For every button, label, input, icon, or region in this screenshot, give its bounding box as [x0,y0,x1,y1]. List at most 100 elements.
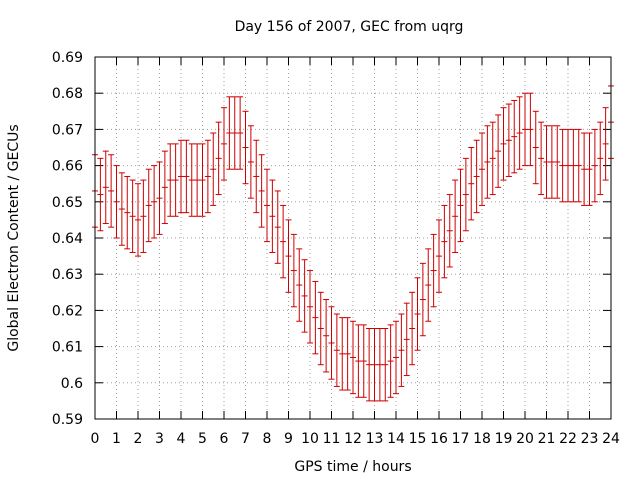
error-bar-point [441,204,448,279]
error-bar-point [581,132,588,206]
x-tick-label: 21 [538,431,556,447]
error-bar-point [269,179,276,253]
error-bar-point [237,96,244,170]
error-bar-point [532,110,539,185]
x-tick-label: 3 [155,431,164,447]
error-bar-point [393,320,399,395]
error-bar-point [462,157,469,232]
error-bar-point [452,179,459,253]
error-bar-point [500,107,507,181]
x-tick-label: 10 [301,431,319,447]
error-bar-point [468,147,475,221]
x-tick-label: 24 [602,431,620,447]
error-bar-point [403,302,410,377]
error-bar-point [538,121,545,196]
error-bar-point [382,328,389,402]
error-bar-point [516,96,523,170]
error-bar-point [457,168,464,243]
error-bar-point [258,154,265,228]
error-bar-point [323,299,330,373]
error-bar-point [199,143,206,217]
error-bar-point [414,277,421,351]
error-bar-point [188,143,195,217]
plot-area-frame [94,56,612,420]
x-tick-label: 22 [559,431,577,447]
error-bar-point [495,114,502,188]
x-tick-label: 6 [220,431,229,447]
y-tick-label: 0.66 [52,159,83,175]
error-bar-point [602,107,609,181]
error-bar-point [210,132,217,206]
error-bar-point [226,96,233,170]
error-bar-point [194,143,201,217]
y-tick-label: 0.59 [52,412,83,428]
x-tick-label: 14 [387,431,405,447]
x-tick-label: 11 [323,431,341,447]
x-tick-label: 15 [409,431,427,447]
error-bar-point [183,139,190,214]
error-bar-point [371,328,378,402]
error-bar-point [221,107,227,181]
error-bar-point [97,157,104,232]
x-tick-label: 8 [263,431,272,447]
error-bar-point [264,168,270,243]
x-tick-label: 7 [241,431,250,447]
error-bar-point [366,328,373,402]
error-bar-point [591,128,598,203]
x-tick-label: 1 [112,431,121,447]
error-bar-point [253,139,260,214]
error-bar-point [344,317,351,391]
x-tick-label: 4 [177,431,186,447]
error-bar-point [108,154,115,228]
error-bar-point [124,175,131,250]
error-bar-point [317,291,324,366]
error-bar-point [419,262,426,337]
error-bar-point [409,291,416,366]
error-bar-point [559,128,566,203]
error-bar-point [398,313,405,387]
error-bar-point [113,165,120,239]
error-bar-point [129,179,136,253]
y-tick-label: 0.61 [52,340,83,356]
x-tick-label: 9 [284,431,293,447]
error-bar-point [339,317,346,391]
y-tick-label: 0.67 [52,122,83,138]
x-axis-label: GPS time / hours [294,459,411,475]
error-bar-point [167,143,174,217]
y-tick-label: 0.62 [52,303,83,319]
error-bar-point [328,306,335,380]
error-bar-point [274,190,281,264]
chart-title: Day 156 of 2007, GEC from uqrg [235,19,464,35]
error-bar-point [172,143,179,217]
error-bar-point [231,96,238,170]
x-tick-label: 13 [366,431,384,447]
error-bar-point [247,125,254,199]
x-tick-label: 16 [430,431,448,447]
error-bar-point [376,328,383,402]
error-bar-point [156,161,163,235]
error-bar-point [543,125,550,199]
error-bar-series [92,85,614,402]
error-bar-point [575,128,582,203]
error-bar-point [296,248,303,322]
error-bar-point [436,219,442,293]
error-bar-point [307,270,313,344]
y-axis-ticks: 0.59 0.6 0.61 0.62 0.63 0.64 0.65 0.66 0.67 0.68 0… [52,50,611,428]
error-bar-point [290,233,297,308]
error-bar-point [505,103,512,177]
error-bar-point [118,172,125,246]
error-bar-point [301,259,308,333]
x-axis-ticks: 0 1 2 3 4 5 6 7 8 9 10 11 12 13 14 15 16 17 18 19 20 21 22 23 24 [91,57,620,447]
error-bar-point [360,324,367,398]
error-bar-point [489,121,496,196]
error-bar-point [473,139,480,214]
error-bar-point [350,320,356,395]
error-bar-point [522,92,528,167]
error-bar-point [145,168,152,243]
x-tick-label: 19 [495,431,513,447]
error-bar-point [140,179,147,253]
error-bar-point [151,165,158,239]
x-tick-label: 17 [452,431,470,447]
error-bar-point [135,183,141,257]
